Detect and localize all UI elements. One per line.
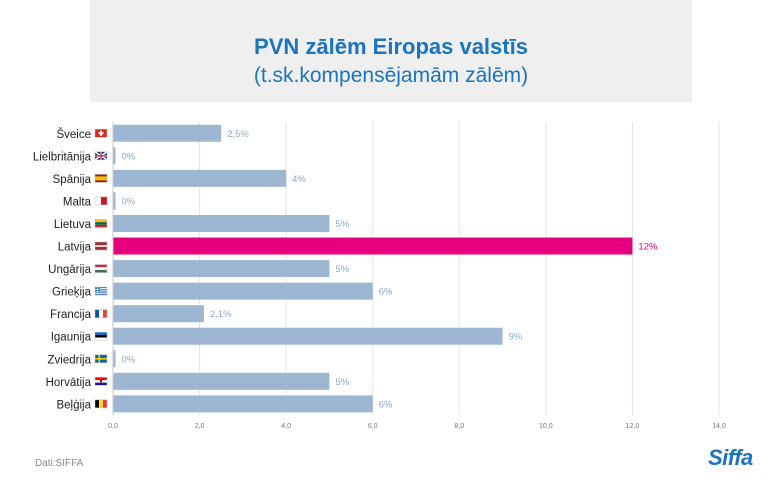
data-label: 0% [122,354,136,365]
flag-lt-icon [94,219,108,228]
data-label: 9% [509,332,523,343]
x-tick-label: 8,0 [454,423,464,430]
data-label: 5% [335,377,349,388]
x-tick-label: 2,0 [195,423,205,430]
bar [113,237,633,255]
flag-mt-icon [94,196,108,206]
category-label: Ungārija [48,264,91,276]
bar [113,214,330,232]
bar [113,350,116,368]
flag-ee-icon [94,331,108,341]
title-box: PVN zālēm Eiropas valstīs (t.sk.kompensē… [90,0,692,102]
flag-gr-icon [94,286,108,296]
chart-subtitle: (t.sk.kompensējamām zālēm) [253,64,529,87]
bar-chart: 0,0 2,0 4,0 6,0 8,0 10,0 12,0 14,0 Šveice 2,5% Lie… [33,122,726,430]
bar [113,260,330,278]
category-label: Zviedrija [48,354,92,366]
x-tick-label: 4,0 [281,423,291,430]
x-tick-label: 14,0 [712,423,726,430]
category-label: Lielbritānija [33,151,92,163]
bar [113,372,330,390]
bar [113,327,503,345]
category-label: Šveice [56,128,91,141]
category-label: Igaunija [51,332,92,344]
bar [113,282,373,300]
data-label: 0% [122,196,136,207]
flag-ch-icon [94,129,108,138]
x-tick-label: 0,0 [108,423,118,430]
source-note: Dati:SIFFA [35,458,84,469]
flag-hr-icon [94,377,108,386]
data-label: 2,1% [210,309,232,320]
category-label: Lietuva [54,219,92,231]
category-label: Grieķija [52,287,92,299]
flag-fr-icon [94,309,108,318]
data-label: 12% [638,242,658,253]
category-label: Malta [63,196,92,208]
bar [113,169,287,187]
category-label: Spānija [53,174,92,186]
bar [113,192,116,210]
data-label: 2,5% [227,129,249,140]
category-label: Beļģija [56,398,91,411]
category-label: Francija [50,309,92,321]
x-tick-label: 6,0 [368,423,378,430]
x-tick-label: 10,0 [539,423,553,430]
data-label: 6% [379,287,393,298]
data-label: 5% [335,264,349,275]
category-label: Horvātija [46,377,92,389]
bar [113,305,204,323]
data-label: 4% [292,174,306,185]
flag-be-icon [94,399,108,409]
data-label: 0% [122,151,136,162]
flag-se-icon [94,354,108,364]
bar [113,124,222,142]
flag-lv-icon [94,241,108,251]
data-label: 5% [335,219,349,230]
x-tick-label: 12,0 [626,423,640,430]
flag-es-icon [94,174,108,183]
flag-hu-icon [94,264,108,273]
data-label: 6% [379,399,393,410]
bar [113,395,373,413]
category-label: Latvija [58,242,92,254]
flag-gb-icon [94,151,108,161]
siffa-logo: Siffa [708,445,753,470]
chart-title: PVN zālēm Eiropas valstīs [254,34,528,59]
bar [113,147,116,165]
